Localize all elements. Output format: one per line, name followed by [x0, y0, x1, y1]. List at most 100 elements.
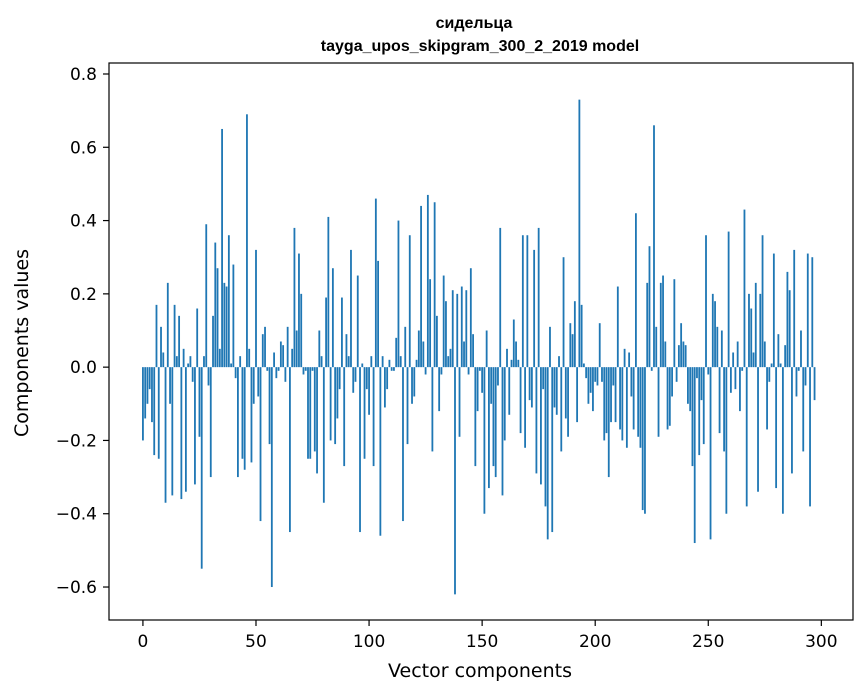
bar-15 [175, 356, 178, 368]
bar-188 [567, 367, 569, 437]
bar-113 [397, 220, 400, 368]
bar-237 [677, 345, 680, 368]
bar-37 [225, 286, 228, 368]
bar-120 [413, 367, 416, 397]
bar-35 [221, 128, 223, 368]
bar-224 [648, 246, 651, 368]
bar-194 [580, 304, 583, 368]
bar-150 [481, 367, 484, 393]
bar-83 [329, 367, 332, 441]
bar-251 [709, 367, 712, 540]
bar-73 [307, 367, 309, 459]
bar-271 [754, 282, 757, 368]
bar-227 [655, 326, 658, 368]
bar-87 [338, 367, 341, 390]
bar-174 [535, 367, 538, 474]
y-tick-label: −0.6 [56, 578, 97, 598]
bar-29 [207, 367, 210, 386]
plot-frame [108, 62, 854, 621]
bar-12 [169, 367, 171, 404]
bar-6 [155, 304, 158, 368]
bar-13 [171, 367, 174, 496]
bar-53 [261, 334, 264, 368]
bar-168 [521, 235, 524, 368]
bar-2 [146, 367, 149, 404]
bar-296 [811, 257, 814, 368]
bar-85 [334, 367, 337, 445]
bar-122 [417, 330, 420, 368]
bar-161 [506, 348, 508, 368]
bar-169 [524, 367, 526, 448]
bar-214 [625, 367, 628, 448]
y-tick-label: 0.8 [70, 65, 97, 85]
bar-265 [741, 367, 744, 371]
bar-243 [691, 367, 694, 467]
bar-259 [727, 231, 730, 368]
y-axis-label: Components values [11, 249, 33, 437]
bar-77 [316, 367, 318, 474]
bar-285 [786, 271, 789, 368]
bar-84 [331, 268, 334, 368]
bar-196 [585, 367, 588, 379]
bar-203 [601, 367, 603, 382]
bar-136 [449, 348, 452, 368]
bar-233 [668, 367, 671, 426]
bar-155 [492, 367, 495, 467]
bar-144 [467, 367, 470, 375]
bar-217 [632, 367, 635, 430]
bar-142 [463, 341, 465, 368]
x-tick-label: 100 [353, 632, 385, 652]
bar-0 [142, 367, 144, 441]
bar-226 [653, 125, 655, 368]
bar-291 [800, 330, 802, 368]
bar-92 [350, 249, 352, 368]
bar-43 [239, 356, 242, 368]
bar-149 [478, 367, 481, 371]
bar-46 [246, 114, 248, 368]
bar-128 [431, 367, 434, 452]
bar-283 [781, 367, 784, 514]
bar-131 [438, 367, 441, 412]
bar-165 [515, 341, 517, 368]
bar-24 [196, 308, 199, 368]
bar-26 [200, 367, 203, 569]
bar-104 [377, 260, 380, 368]
bar-147 [474, 367, 477, 467]
bar-191 [573, 301, 576, 368]
bar-193 [578, 99, 581, 368]
bar-51 [257, 367, 260, 397]
x-tick-label: 250 [692, 632, 724, 652]
bar-112 [395, 337, 398, 368]
bar-230 [662, 275, 664, 368]
bar-127 [429, 279, 432, 368]
bar-199 [592, 367, 594, 412]
bar-1 [144, 367, 147, 419]
bar-70 [300, 293, 303, 368]
y-tick-label: −0.4 [56, 505, 97, 525]
bar-207 [610, 367, 612, 423]
bar-244 [693, 367, 696, 544]
bar-280 [775, 367, 778, 489]
bar-286 [788, 290, 791, 368]
bar-63 [284, 367, 287, 382]
bar-162 [508, 367, 511, 415]
bar-90 [345, 334, 348, 368]
bar-241 [687, 367, 689, 404]
bar-190 [571, 334, 574, 368]
x-axis: 0 50 100 150 200 250 300 [138, 620, 838, 652]
bar-187 [564, 367, 567, 419]
y-tick-label: 0.6 [70, 138, 97, 158]
bar-164 [512, 319, 515, 368]
bar-210 [616, 286, 619, 368]
bar-277 [768, 367, 771, 382]
bar-107 [383, 367, 386, 408]
bar-223 [646, 282, 649, 368]
bar-134 [445, 301, 447, 368]
bar-258 [725, 367, 728, 514]
bar-4 [151, 367, 153, 423]
bar-10 [164, 367, 167, 503]
bar-209 [614, 367, 617, 423]
bar-61 [279, 341, 282, 368]
bar-256 [720, 330, 723, 368]
